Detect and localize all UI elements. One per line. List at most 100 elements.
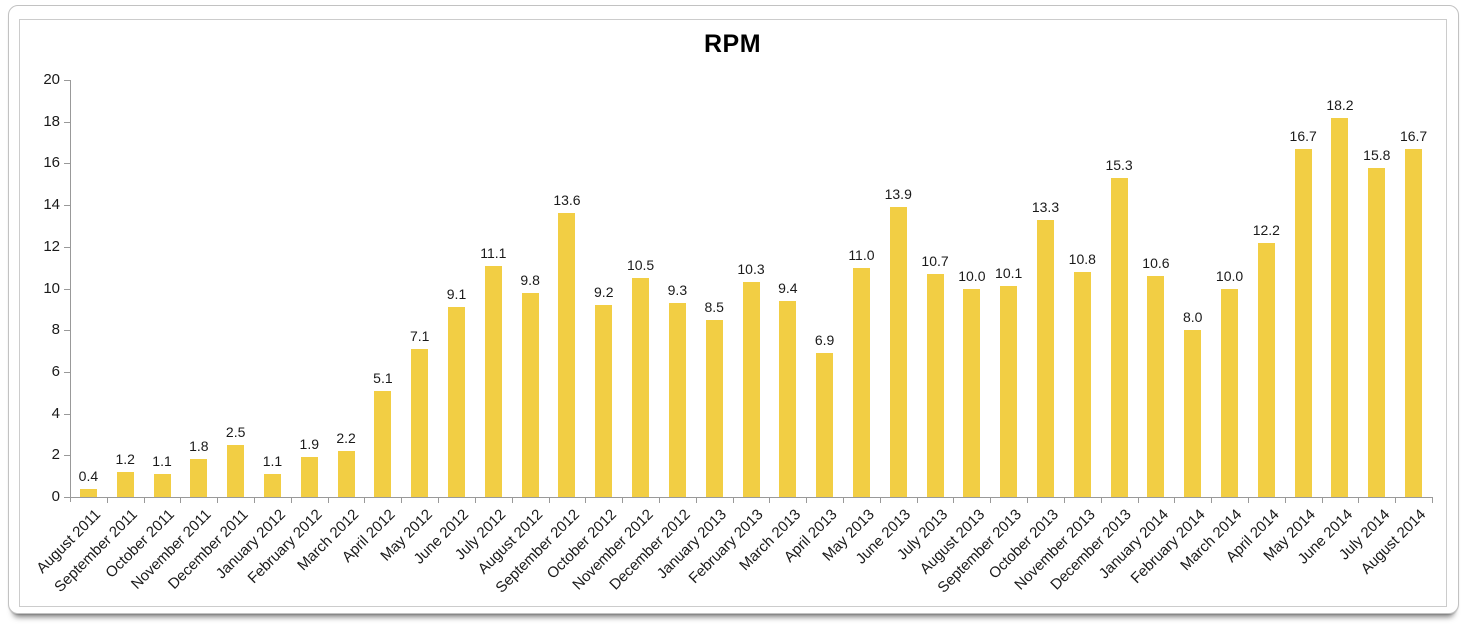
x-axis-tick	[143, 498, 145, 503]
bar-14	[558, 213, 576, 497]
bar-6	[263, 474, 281, 497]
bar-value-label: 9.3	[667, 282, 688, 299]
x-axis-line	[70, 497, 1433, 498]
y-axis-label: 2	[51, 446, 60, 464]
y-axis-tick	[64, 205, 70, 207]
bar-value-label: 10.6	[1142, 254, 1170, 271]
bar-value-label: 1.1	[262, 453, 283, 470]
x-axis-tick	[217, 498, 219, 503]
y-axis-line	[70, 80, 71, 502]
y-axis-label: 6	[51, 362, 60, 380]
x-axis-tick	[843, 498, 845, 503]
bar-value-label: 6.9	[814, 332, 835, 349]
y-axis-label: 10	[43, 279, 60, 297]
y-axis-label: 4	[51, 404, 60, 422]
x-axis-tick	[732, 498, 734, 503]
bar-value-label: 9.4	[778, 280, 798, 296]
bar-value-label: 11.0	[848, 246, 875, 263]
bar-value-label: 9.8	[520, 271, 540, 288]
x-axis-tick	[585, 498, 587, 503]
x-axis-tick	[1211, 498, 1213, 503]
x-axis-tick	[1027, 498, 1029, 503]
chart-title: RPM	[703, 30, 762, 58]
bar-2	[116, 471, 134, 497]
x-axis-tick	[438, 498, 440, 503]
bar-16	[632, 278, 650, 497]
y-axis-tick	[64, 80, 70, 81]
x-axis-tick	[695, 498, 697, 503]
bar-1	[79, 488, 97, 497]
bar-value-label: 1.8	[189, 438, 209, 455]
bar-15	[595, 305, 613, 497]
bar-value-label: 11.1	[480, 244, 507, 261]
x-axis-tick	[180, 498, 182, 503]
bar-value-label: 12.2	[1252, 221, 1280, 238]
bar-13	[521, 292, 539, 497]
y-axis-tick	[64, 371, 70, 373]
bar-value-label: 1.1	[152, 453, 172, 470]
x-axis-tick	[1100, 498, 1102, 503]
y-axis-tick	[64, 497, 70, 498]
bar-value-label: 13.3	[1031, 198, 1060, 215]
bar-value-label: 8.5	[704, 298, 724, 315]
bar-value-label: 13.9	[884, 186, 912, 203]
bar-11	[448, 307, 465, 497]
y-axis-label: 8	[51, 321, 60, 339]
y-axis-label: 20	[43, 71, 60, 88]
x-axis-tick	[1321, 498, 1323, 503]
bar-23	[889, 207, 907, 497]
bar-10	[411, 348, 429, 497]
bar-30	[1147, 275, 1165, 497]
bar-3	[153, 474, 171, 497]
bar-value-label: 13.6	[553, 192, 581, 209]
x-axis-tick	[622, 498, 624, 503]
bar-value-label: 15.8	[1363, 146, 1391, 163]
y-axis-label: 12	[43, 237, 60, 255]
x-axis-tick	[1174, 498, 1176, 503]
bar-32	[1221, 288, 1239, 497]
bar-value-label: 10.0	[958, 267, 986, 284]
bar-value-label: 10.0	[1215, 267, 1244, 284]
x-axis-tick	[658, 498, 660, 503]
x-axis-tick	[769, 498, 771, 503]
bar-value-label: 15.3	[1105, 156, 1133, 173]
bar-value-label: 2.2	[336, 430, 356, 447]
x-axis-tick	[106, 498, 108, 503]
x-axis-tick	[1063, 498, 1065, 503]
bar-value-label: 2.5	[225, 423, 246, 440]
bar-37	[1405, 148, 1423, 497]
bar-value-label: 10.1	[995, 265, 1023, 282]
bar-5	[227, 444, 245, 497]
y-axis-tick	[64, 121, 70, 123]
y-axis-tick	[64, 413, 70, 415]
x-axis-tick	[511, 498, 513, 503]
bar-31	[1184, 330, 1202, 497]
x-axis-tick	[290, 498, 292, 503]
bar-29	[1110, 177, 1128, 497]
x-axis-tick	[990, 498, 992, 503]
y-axis-label: 0	[51, 488, 60, 505]
y-axis-tick	[64, 288, 70, 290]
bar-34	[1294, 148, 1312, 497]
bar-9	[374, 390, 392, 497]
bar-value-label: 10.8	[1068, 250, 1096, 267]
bar-25	[963, 288, 981, 497]
x-axis-tick	[1395, 498, 1397, 503]
bar-20	[779, 301, 797, 497]
bar-7	[300, 457, 318, 497]
x-axis-tick	[916, 498, 918, 503]
bar-22	[852, 267, 870, 497]
x-axis-tick	[327, 498, 329, 503]
bar-19	[742, 282, 760, 497]
x-axis-tick	[474, 498, 476, 503]
bar-value-label: 0.4	[78, 467, 99, 484]
y-axis-label: 16	[43, 154, 60, 172]
y-axis-tick	[64, 163, 70, 165]
bar-12	[484, 265, 502, 497]
y-axis-tick	[64, 246, 70, 248]
bar-value-label: 9.2	[594, 284, 614, 301]
bar-value-label: 9.1	[446, 286, 467, 303]
x-axis-tick	[548, 498, 550, 503]
bar-28	[1073, 271, 1091, 497]
bar-18	[705, 319, 723, 497]
